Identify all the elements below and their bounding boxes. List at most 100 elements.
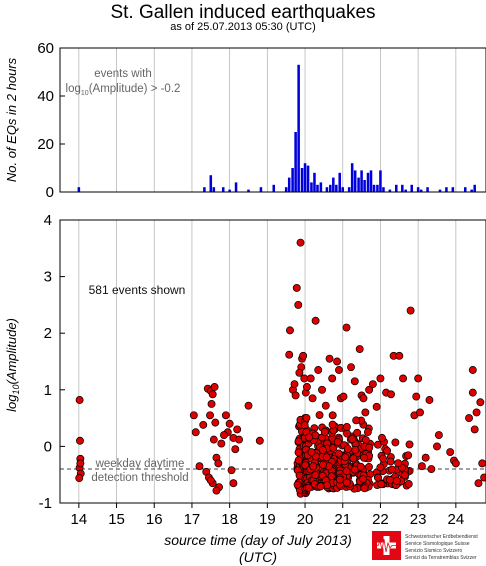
scatter-point — [231, 445, 240, 454]
scatter-point — [399, 374, 408, 383]
histogram-bar — [401, 184, 404, 192]
scatter-point — [191, 428, 200, 437]
scatter-point — [293, 480, 302, 489]
scatter-point — [307, 448, 316, 457]
histogram-bar — [363, 180, 366, 192]
scatter-point — [404, 451, 413, 460]
scatter-point — [308, 394, 317, 403]
scatter-point — [434, 431, 443, 440]
histogram-bar — [445, 187, 448, 192]
scatter-point — [208, 390, 217, 399]
scatter-point — [300, 421, 309, 430]
scatter-point — [347, 363, 355, 372]
scatter-point — [290, 380, 299, 389]
scatter-y-tick-label: 0 — [44, 438, 52, 455]
histogram-bar — [310, 182, 313, 192]
scatter-y-tick-label: 3 — [44, 269, 52, 286]
threshold-label-line2: detection threshold — [91, 472, 188, 484]
histogram-y-tick-label: 40 — [37, 88, 54, 105]
histogram-bar — [350, 163, 354, 192]
scatter-point — [316, 482, 325, 491]
scatter-x-tick-label: 18 — [221, 511, 238, 528]
scatter-point — [343, 429, 352, 438]
scatter-point — [299, 351, 308, 360]
histogram-bar — [77, 187, 81, 192]
scatter-point — [361, 436, 370, 445]
scatter-point — [311, 471, 320, 480]
scatter-point — [478, 459, 486, 468]
scatter-point — [414, 374, 423, 383]
scatter-point — [207, 400, 216, 408]
scatter-point — [343, 444, 352, 453]
histogram-bar — [300, 168, 304, 192]
scatter-point — [387, 390, 395, 399]
sed-logo-line2: Service Sismologique Suisse — [405, 541, 470, 547]
scatter-point — [76, 436, 84, 445]
scatter-point — [363, 428, 372, 437]
scatter-point — [352, 416, 361, 425]
scatter-point — [189, 411, 198, 420]
scatter-point — [416, 408, 424, 417]
scatter-point — [217, 439, 226, 448]
histogram-bar — [395, 184, 398, 192]
histogram-bar — [294, 132, 297, 192]
histogram-bar — [212, 187, 216, 192]
scatter-point — [427, 465, 436, 473]
scatter-point — [446, 448, 455, 457]
scatter-point — [387, 465, 396, 474]
scatter-y-tick-label: 1 — [44, 382, 52, 399]
sed-logo-line3: Servizio Sismico Svizzero — [405, 548, 462, 554]
histogram-bar — [353, 170, 357, 192]
histogram-bar — [369, 170, 373, 192]
scatter-point — [309, 462, 318, 471]
scatter-point — [75, 474, 84, 483]
scatter-x-ticks: 14 15 16 17 18 19 20 21 22 23 24 — [71, 503, 464, 528]
scatter-point — [335, 475, 344, 484]
scatter-x-tick-label: 22 — [372, 511, 389, 528]
histogram-bar — [473, 184, 476, 192]
scatter-point — [412, 392, 421, 401]
scatter-point — [377, 480, 386, 489]
scatter-point — [233, 425, 242, 434]
histogram-bar — [306, 165, 310, 192]
histogram-bar — [382, 187, 385, 192]
scatter-points — [75, 238, 486, 498]
scatter-point — [342, 467, 351, 476]
chart-subtitle: as of 25.07.2013 05:30 (UTC) — [170, 21, 316, 33]
scatter-point — [305, 433, 314, 442]
scatter-y-tick-label: 2 — [44, 325, 52, 342]
scatter-point — [323, 481, 331, 490]
scatter-point — [319, 460, 327, 469]
scatter-point — [451, 459, 460, 468]
scatter-point — [244, 401, 253, 410]
scatter-point — [285, 350, 294, 359]
scatter-point — [325, 354, 334, 363]
scatter-x-label: source time (day of July 2013) — [164, 532, 352, 548]
histogram-bar — [259, 187, 263, 192]
scatter-point — [383, 446, 392, 455]
scatter-y-label: log10(Amplitude) — [4, 318, 21, 412]
scatter-point — [379, 454, 388, 463]
scatter-point — [328, 420, 337, 429]
scatter-point — [229, 479, 238, 488]
histogram-bar — [284, 187, 288, 192]
scatter-point — [225, 419, 234, 428]
histogram-y-label: No. of EQs in 2 hours — [4, 57, 19, 182]
scatter-point — [377, 433, 386, 442]
scatter-point — [376, 463, 385, 472]
scatter-point — [295, 368, 304, 377]
scatter-point — [220, 431, 228, 440]
histogram-bar — [357, 177, 360, 192]
scatter-point — [206, 476, 215, 485]
scatter-point — [365, 462, 373, 471]
scatter-point — [321, 401, 330, 410]
histogram-bar — [470, 189, 473, 192]
histogram-y-tick-label: 20 — [37, 136, 54, 153]
seismogram-icon — [374, 538, 399, 553]
chart-title: St. Gallen induced earthquakes — [110, 2, 375, 23]
histogram-bar — [221, 187, 225, 192]
scatter-point — [474, 479, 483, 488]
scatter-point — [311, 316, 320, 325]
scatter-point — [227, 466, 236, 475]
